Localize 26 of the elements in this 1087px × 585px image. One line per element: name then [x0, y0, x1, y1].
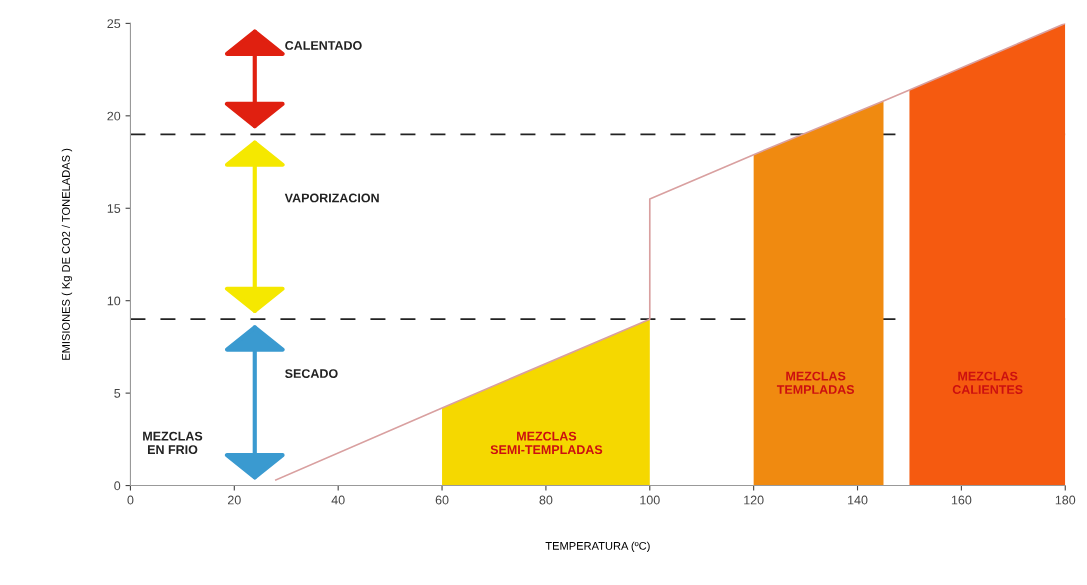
annotation: VAPORIZACION [284, 193, 379, 203]
y-tick-label: 25 [107, 19, 121, 29]
x-tick-label: 40 [331, 495, 345, 505]
x-tick-label: 140 [848, 495, 868, 505]
x-tick-label: 180 [1055, 495, 1076, 505]
annotation: CALENTADO [285, 41, 362, 50]
annotation: MEZCLAS EN FRIO [143, 431, 203, 455]
y-tick-label: 15 [107, 204, 121, 213]
annotation: MEZCLAS TEMPLADAS [776, 371, 855, 394]
y-tick-label: 0 [114, 481, 121, 491]
annotation: MEZCLAS CALIENTES [952, 371, 1023, 394]
line-series [275, 23, 1066, 481]
y-tick-label: 10 [107, 296, 121, 306]
annotation: MEZCLAS SEMI-TEMPLADAS [490, 431, 603, 455]
x-tick-label: 120 [744, 495, 764, 505]
x-tick-label: 20 [227, 495, 241, 505]
annotation: SECADO [285, 369, 338, 378]
y-tick-label: 5 [114, 389, 121, 398]
x-axis-title: TEMPERATURA (ºC) [545, 541, 650, 552]
x-tick-label: 100 [640, 495, 660, 505]
x-tick-label: 160 [951, 495, 972, 505]
y-axis-title: EMISIONES ( Kg DE CO2 / TONELADAS ) [61, 148, 73, 360]
y-tick-label: 20 [107, 111, 121, 121]
x-tick-label: 80 [539, 495, 553, 505]
x-tick-label: 0 [127, 495, 134, 505]
x-tick-label: 60 [435, 495, 449, 505]
